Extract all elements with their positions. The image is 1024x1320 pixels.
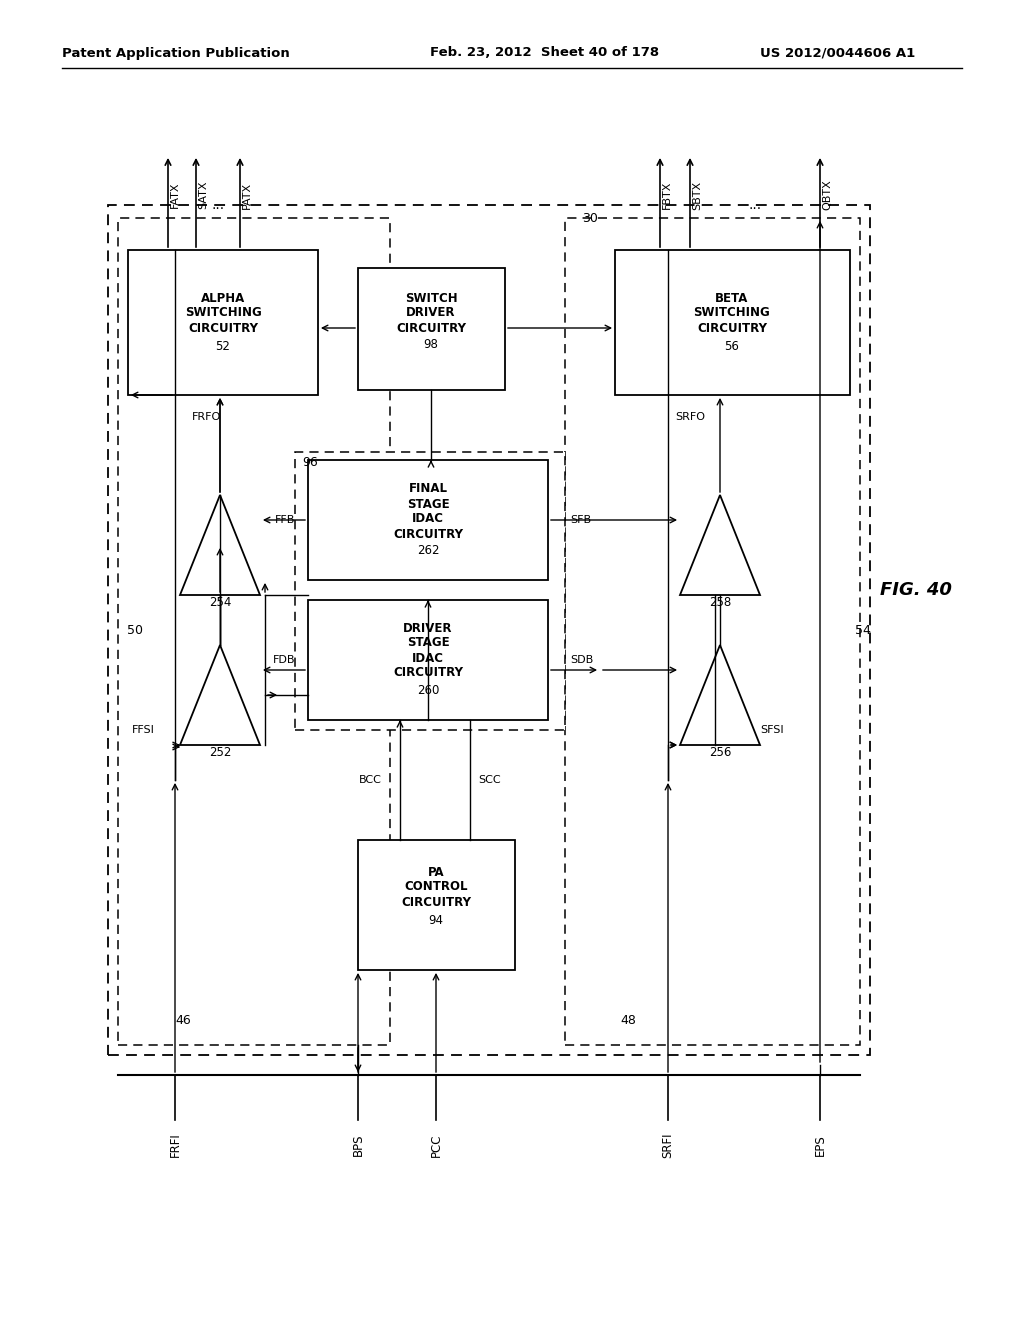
Text: 50: 50 xyxy=(127,623,143,636)
Text: 56: 56 xyxy=(725,341,739,354)
Text: FRFI: FRFI xyxy=(169,1133,181,1158)
Bar xyxy=(358,840,515,970)
Text: 254: 254 xyxy=(209,595,231,609)
Text: SBTX: SBTX xyxy=(692,181,702,210)
Text: 96: 96 xyxy=(302,457,317,470)
Text: 46: 46 xyxy=(175,1014,190,1027)
Text: FATX: FATX xyxy=(170,182,180,209)
Text: 256: 256 xyxy=(709,746,731,759)
Text: 52: 52 xyxy=(216,341,230,354)
Text: SWITCHING: SWITCHING xyxy=(184,306,261,319)
Text: ...: ... xyxy=(749,198,762,213)
Text: CIRCUITRY: CIRCUITRY xyxy=(697,322,767,334)
Text: CIRCUITRY: CIRCUITRY xyxy=(393,667,463,680)
Text: SWITCH: SWITCH xyxy=(404,292,458,305)
Text: US 2012/0044606 A1: US 2012/0044606 A1 xyxy=(760,46,915,59)
Text: BETA: BETA xyxy=(716,292,749,305)
Text: IDAC: IDAC xyxy=(412,512,444,525)
Text: BCC: BCC xyxy=(359,775,382,785)
Text: PCC: PCC xyxy=(429,1134,442,1156)
Text: DRIVER: DRIVER xyxy=(403,622,453,635)
Text: FDB: FDB xyxy=(272,655,295,665)
Bar xyxy=(108,205,870,1055)
Bar xyxy=(118,218,390,1045)
Text: FBTX: FBTX xyxy=(662,181,672,209)
Text: 258: 258 xyxy=(709,595,731,609)
Text: SWITCHING: SWITCHING xyxy=(693,306,770,319)
Text: 54: 54 xyxy=(855,623,870,636)
Text: DRIVER: DRIVER xyxy=(407,306,456,319)
Text: 98: 98 xyxy=(424,338,438,351)
Bar xyxy=(565,218,860,1045)
Text: SRFI: SRFI xyxy=(662,1133,675,1158)
Text: 30: 30 xyxy=(582,211,598,224)
Text: EPS: EPS xyxy=(813,1134,826,1156)
Text: 262: 262 xyxy=(417,544,439,557)
Text: SDB: SDB xyxy=(570,655,593,665)
Bar xyxy=(295,451,565,730)
Text: 48: 48 xyxy=(620,1014,636,1027)
Text: QBTX: QBTX xyxy=(822,180,831,210)
Text: ALPHA: ALPHA xyxy=(201,292,245,305)
Text: 94: 94 xyxy=(428,913,443,927)
Text: PA: PA xyxy=(428,866,444,879)
Text: SRFO: SRFO xyxy=(675,412,705,422)
Bar xyxy=(615,249,850,395)
Text: FFB: FFB xyxy=(274,515,295,525)
Text: FRFO: FRFO xyxy=(193,412,221,422)
Text: BPS: BPS xyxy=(351,1134,365,1156)
Text: Feb. 23, 2012  Sheet 40 of 178: Feb. 23, 2012 Sheet 40 of 178 xyxy=(430,46,659,59)
Text: STAGE: STAGE xyxy=(407,636,450,649)
Text: SFB: SFB xyxy=(570,515,591,525)
Text: IDAC: IDAC xyxy=(412,652,444,664)
Bar xyxy=(128,249,318,395)
Text: ...: ... xyxy=(211,198,224,213)
Text: CIRCUITRY: CIRCUITRY xyxy=(396,322,466,334)
Text: CONTROL: CONTROL xyxy=(404,880,468,894)
Text: SCC: SCC xyxy=(478,775,501,785)
Bar xyxy=(358,268,505,389)
Text: 252: 252 xyxy=(209,746,231,759)
Text: FIG. 40: FIG. 40 xyxy=(880,581,952,599)
Text: CIRCUITRY: CIRCUITRY xyxy=(401,895,471,908)
Text: FFSI: FFSI xyxy=(132,725,155,735)
Text: 260: 260 xyxy=(417,684,439,697)
Text: Patent Application Publication: Patent Application Publication xyxy=(62,46,290,59)
Bar xyxy=(308,459,548,579)
Text: FINAL: FINAL xyxy=(409,483,447,495)
Text: CIRCUITRY: CIRCUITRY xyxy=(188,322,258,334)
Text: SFSI: SFSI xyxy=(760,725,783,735)
Text: STAGE: STAGE xyxy=(407,498,450,511)
Text: PATX: PATX xyxy=(242,181,252,209)
Text: SATX: SATX xyxy=(198,181,208,210)
Bar xyxy=(308,601,548,719)
Text: CIRCUITRY: CIRCUITRY xyxy=(393,528,463,540)
